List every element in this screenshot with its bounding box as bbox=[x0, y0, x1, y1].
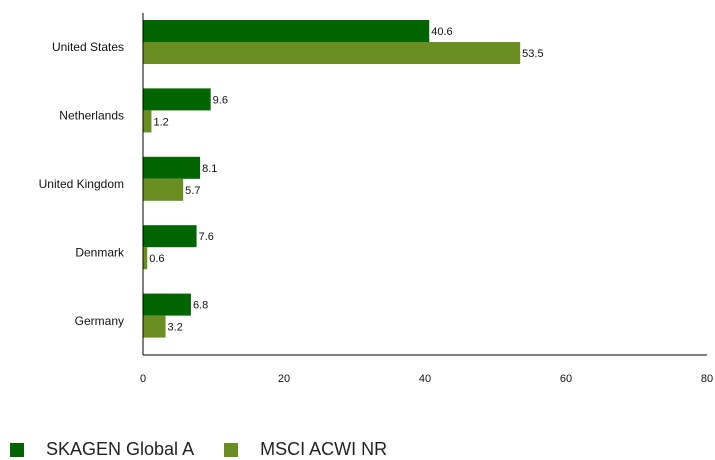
category-label-denmark: Denmark bbox=[75, 245, 125, 259]
category-label-netherlands: Netherlands bbox=[59, 109, 124, 123]
category-labels: United States Netherlands United Kingdom De… bbox=[39, 40, 125, 328]
category-label-germany: Germany bbox=[75, 314, 124, 328]
bar-series-1-germany bbox=[143, 293, 191, 316]
legend-item-series-2: MSCI ACWI NR bbox=[224, 439, 387, 460]
x-tick-label-20: 20 bbox=[278, 373, 290, 385]
data-label-series-1-united-states: 40.6 bbox=[431, 26, 452, 38]
data-labels: 40.6 53.5 9.6 1.2 8.15.7 7.6 0.6 6.8 3.2 bbox=[149, 26, 543, 334]
bar-series-2-denmark bbox=[143, 247, 148, 270]
bar-series-1-united-kingdom bbox=[143, 156, 201, 179]
x-tick-label-60: 60 bbox=[560, 373, 572, 385]
legend-label-series-2: MSCI ACWI NR bbox=[260, 439, 388, 459]
data-label-series-2-united-kingdom: 5.7 bbox=[185, 185, 200, 197]
data-label-series-1-united-kingdom: 8.1 bbox=[202, 163, 217, 175]
legend-swatch-series-2 bbox=[224, 442, 239, 457]
bar-series-1-netherlands bbox=[143, 88, 211, 111]
data-label-series-2-germany: 3.2 bbox=[168, 322, 183, 334]
legend: SKAGEN Global A MSCI ACWI NR bbox=[10, 439, 417, 460]
legend-label-series-1: SKAGEN Global A bbox=[46, 439, 195, 459]
bar-series-2-united-kingdom bbox=[143, 178, 184, 201]
bars-group bbox=[143, 20, 521, 338]
bar-chart: United States Netherlands United Kingdom De… bbox=[39, 13, 713, 385]
x-axis-ticks: 0 20 40 60 80 bbox=[140, 373, 713, 385]
bar-series-1-united-states bbox=[143, 20, 430, 42]
category-label-united-kingdom: United Kingdom bbox=[39, 177, 124, 191]
x-tick-label-80: 80 bbox=[701, 373, 713, 385]
data-label-series-2-denmark: 0.6 bbox=[149, 253, 164, 265]
x-tick-label-40: 40 bbox=[419, 373, 431, 385]
data-label-series-2-netherlands: 1.2 bbox=[153, 116, 168, 128]
data-label-series-1-denmark: 7.6 bbox=[199, 231, 214, 243]
bar-series-2-united-states bbox=[143, 42, 521, 64]
legend-item-series-1: SKAGEN Global A bbox=[10, 439, 194, 460]
legend-swatch-series-1 bbox=[10, 442, 24, 457]
category-label-united-states: United States bbox=[52, 40, 124, 54]
data-label-series-2-united-states: 53.5 bbox=[522, 48, 543, 60]
bar-series-2-netherlands bbox=[143, 110, 152, 133]
bar-series-1-denmark bbox=[143, 225, 197, 248]
x-tick-label-0: 0 bbox=[140, 373, 146, 385]
data-label-series-1-germany: 6.8 bbox=[193, 300, 208, 312]
data-label-series-1-netherlands: 9.6 bbox=[213, 94, 228, 106]
bar-series-2-germany bbox=[143, 315, 166, 338]
